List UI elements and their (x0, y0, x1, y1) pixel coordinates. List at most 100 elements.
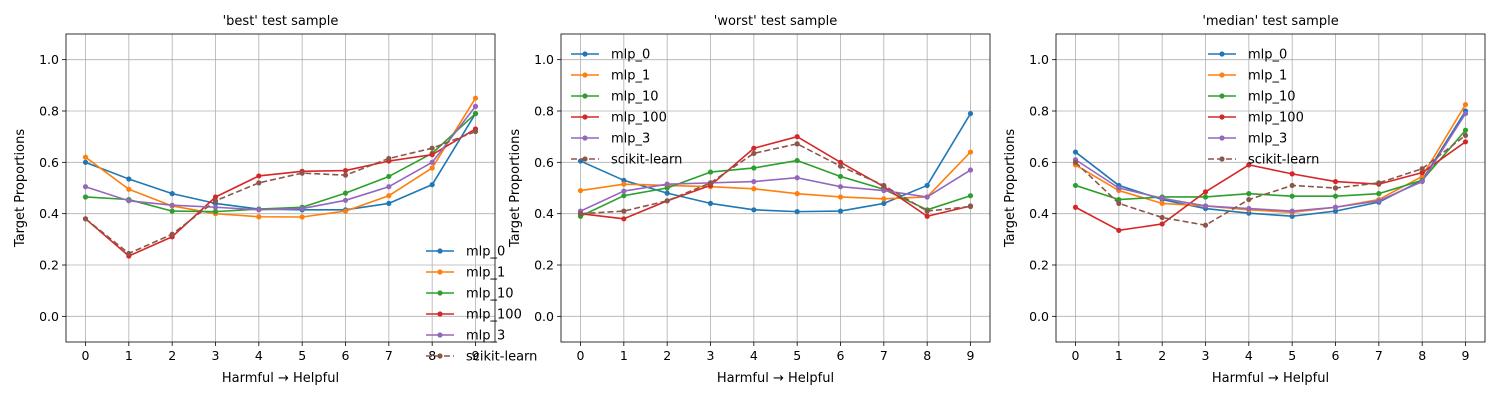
series-mlp_100 (1072, 139, 1469, 233)
data-point (707, 180, 714, 186)
legend-marker (582, 93, 588, 99)
series-line (85, 112, 477, 213)
y-tick-label: 0.4 (39, 206, 59, 221)
plot-frame (1055, 33, 1486, 343)
data-point (126, 250, 132, 257)
series-mlp_3 (577, 167, 974, 214)
legend-marker (1219, 156, 1225, 162)
data-point (82, 194, 89, 200)
x-tick-label: 4 (255, 348, 263, 363)
y-tick-label: 0.6 (39, 155, 59, 170)
data-point (664, 190, 670, 196)
data-point (794, 191, 800, 197)
data-point (1419, 166, 1425, 172)
y-tick-label: 1.0 (1029, 52, 1049, 67)
x-tick-label: 8 (428, 348, 436, 363)
data-point (169, 231, 175, 237)
data-point (1202, 194, 1209, 200)
data-point (837, 173, 844, 180)
legend-marker (582, 114, 588, 120)
data-point (924, 194, 930, 200)
data-point (1246, 205, 1252, 212)
data-point (212, 204, 219, 210)
data-point (621, 193, 627, 199)
legend: mlp_0 mlp_1 mlp_10 mlp_100 mlp_3 scikit-learn (1208, 48, 1319, 168)
legend-label: mlp_100 (611, 111, 667, 126)
y-tick-label: 0.4 (534, 206, 554, 221)
y-tick-label: 0.2 (39, 258, 59, 273)
data-point (1289, 171, 1295, 177)
data-point (1072, 149, 1079, 155)
y-axis-label: Target Proportions (508, 129, 523, 248)
data-point (577, 187, 584, 194)
data-point (82, 184, 89, 190)
data-point (794, 209, 800, 215)
data-point (212, 198, 219, 204)
data-point (1116, 227, 1122, 233)
data-point (924, 213, 930, 219)
x-tick-label: 0 (577, 348, 585, 363)
series-line (1075, 113, 1467, 212)
y-tick-label: 0.2 (1029, 258, 1049, 273)
series-mlp_1 (82, 95, 479, 220)
data-point (967, 167, 974, 173)
data-point (664, 185, 670, 191)
data-point (342, 167, 349, 174)
data-point (472, 128, 479, 135)
data-point (342, 172, 349, 178)
data-point (881, 200, 887, 206)
data-point (1289, 182, 1295, 189)
series-line (1075, 141, 1466, 232)
data-point (881, 196, 887, 202)
x-tick-label: 6 (837, 348, 845, 363)
data-point (429, 152, 435, 158)
legend-marker (582, 156, 588, 162)
x-tick-label: 0 (82, 348, 90, 363)
series-line (1074, 134, 1466, 227)
data-point (664, 198, 670, 204)
data-point (256, 207, 262, 213)
x-tick-label: 5 (1288, 348, 1296, 363)
series-mlp_100 (82, 126, 479, 259)
chart-title: 'worst' test sample (714, 14, 837, 29)
data-point (299, 205, 305, 212)
data-point (429, 182, 435, 188)
data-point (1332, 204, 1339, 210)
data-point (967, 193, 974, 199)
y-tick-label: 0.4 (1029, 206, 1049, 221)
data-point (751, 145, 757, 151)
series-line (1075, 104, 1467, 214)
x-tick-label: 1 (1115, 348, 1123, 363)
legend-label: mlp_10 (611, 90, 659, 105)
data-point (751, 150, 757, 156)
data-point (429, 159, 435, 165)
data-point (751, 165, 757, 171)
data-point (256, 180, 262, 186)
legend-label: mlp_100 (1248, 111, 1304, 126)
legend-label: scikit-learn (611, 153, 682, 168)
data-point (472, 103, 479, 109)
data-point (169, 202, 175, 208)
y-tick-label: 1.0 (39, 52, 59, 67)
legend-label: mlp_10 (1248, 90, 1296, 105)
x-tick-label: 9 (1462, 348, 1470, 363)
data-point (621, 181, 627, 187)
data-point (837, 184, 844, 190)
data-point (881, 182, 887, 189)
data-point (621, 188, 627, 194)
y-axis-label: Target Proportions (1003, 129, 1018, 248)
data-point (967, 110, 974, 117)
series-line (580, 143, 971, 215)
data-point (1246, 196, 1252, 203)
y-tick-label: 0.0 (39, 309, 59, 324)
data-point (429, 165, 435, 171)
legend-label: mlp_10 (466, 287, 514, 302)
data-point (126, 198, 132, 204)
legend-marker (437, 311, 443, 317)
data-point (82, 216, 89, 222)
y-tick-label: 0.0 (1029, 309, 1049, 324)
y-tick-label: 0.8 (534, 104, 554, 119)
data-point (1116, 200, 1122, 206)
legend: mlp_0 mlp_1 mlp_10 mlp_100 mlp_3 scikit-learn (426, 245, 537, 365)
x-tick-label: 3 (707, 348, 715, 363)
